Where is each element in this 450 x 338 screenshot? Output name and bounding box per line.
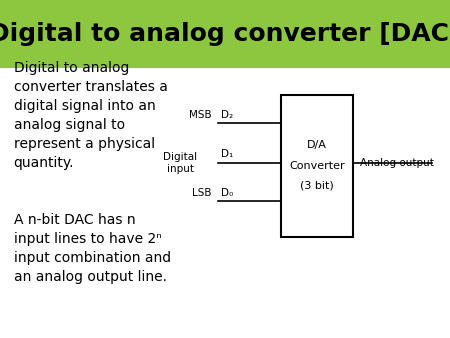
Text: D/A: D/A bbox=[307, 140, 327, 150]
Bar bbox=[0, 0, 450, 68]
Text: MSB: MSB bbox=[189, 110, 212, 120]
Text: D₂: D₂ bbox=[220, 110, 233, 120]
Text: Digital to analog converter [DAC]: Digital to analog converter [DAC] bbox=[0, 22, 450, 46]
Text: LSB: LSB bbox=[192, 188, 212, 198]
Text: A n-bit DAC has n
input lines to have 2ⁿ
input combination and
an analog output : A n-bit DAC has n input lines to have 2ⁿ… bbox=[14, 213, 171, 284]
Text: Digital
input: Digital input bbox=[163, 151, 197, 174]
Text: (3 bit): (3 bit) bbox=[301, 181, 334, 191]
Text: Converter: Converter bbox=[289, 161, 345, 171]
Text: D₀: D₀ bbox=[220, 188, 233, 198]
Bar bbox=[281, 95, 353, 237]
Text: Analog output: Analog output bbox=[360, 158, 434, 168]
Text: D₁: D₁ bbox=[220, 149, 233, 160]
Text: Digital to analog
converter translates a
digital signal into an
analog signal to: Digital to analog converter translates a… bbox=[14, 61, 167, 170]
